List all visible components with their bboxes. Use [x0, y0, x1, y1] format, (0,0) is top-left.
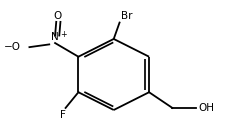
Text: O: O [53, 10, 62, 21]
Text: F: F [60, 110, 66, 120]
Text: −O: −O [4, 42, 21, 52]
Text: Br: Br [121, 11, 132, 21]
Text: N: N [51, 32, 59, 42]
Text: +: + [61, 30, 67, 39]
Text: OH: OH [198, 103, 214, 113]
